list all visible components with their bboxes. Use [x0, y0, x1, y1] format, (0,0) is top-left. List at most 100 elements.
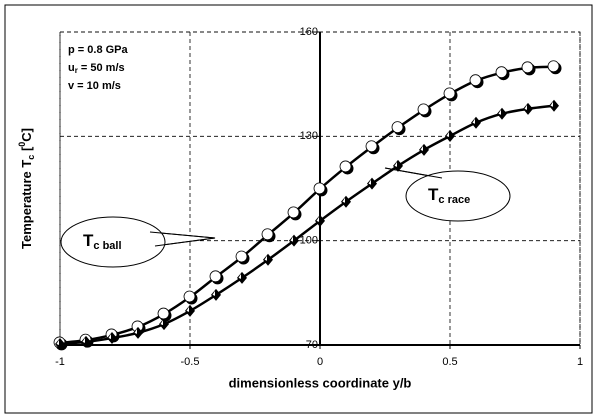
callout-bubble [384, 167, 443, 179]
marker-highlight [238, 273, 241, 279]
callout-bubble [60, 216, 166, 268]
data-point [133, 326, 143, 339]
marker-highlight [472, 118, 475, 124]
marker [419, 143, 429, 156]
data-point [183, 290, 198, 305]
data-point [315, 214, 325, 227]
marker-highlight [394, 161, 397, 167]
data-point [159, 318, 169, 331]
annotation-text: p [68, 44, 75, 56]
y-label-part: C] [19, 128, 34, 142]
marker-highlight [82, 337, 85, 343]
marker-highlight [160, 320, 163, 326]
y-axis-label: Temperature Tc [0C] [17, 128, 36, 249]
marker [289, 234, 299, 247]
data-point [157, 307, 172, 322]
data-point [339, 160, 354, 175]
data-point [417, 103, 432, 118]
marker [287, 206, 300, 219]
data-point [443, 87, 458, 102]
legend-label: Tc race [428, 185, 470, 205]
x-tick-label: 0.5 [442, 356, 457, 368]
marker-highlight [446, 131, 449, 137]
marker [497, 107, 507, 120]
data-point [289, 234, 299, 247]
legend-name: T [83, 231, 94, 250]
y-tick-label: 160 [300, 26, 318, 38]
marker [81, 335, 91, 348]
data-point [261, 228, 276, 243]
marker [211, 288, 221, 301]
annotation: v = 10 m/s [68, 80, 121, 92]
x-tick-label: 1 [577, 356, 583, 368]
x-axis-label: dimensionless coordinate y/b [229, 375, 412, 390]
legend-name: T [428, 185, 439, 204]
data-point [419, 143, 429, 156]
marker-highlight [108, 334, 111, 340]
data-point [81, 335, 91, 348]
callout-bubble [405, 170, 511, 222]
annotation-rest: = 10 m/s [74, 80, 121, 92]
y-label-part: [ [19, 146, 34, 155]
marker-highlight [56, 339, 59, 345]
x-tick-label: -1 [55, 356, 65, 368]
marker [445, 129, 455, 142]
data-point [211, 288, 221, 301]
data-point [471, 116, 481, 129]
data-point [185, 304, 195, 317]
data-point [263, 253, 273, 266]
marker [107, 332, 117, 345]
y-label-part: Temperature T [19, 160, 34, 249]
marker-highlight [498, 109, 501, 115]
marker [367, 177, 377, 190]
annotation-rest: = 50 m/s [78, 62, 125, 74]
marker-highlight [212, 290, 215, 296]
legend-sub: c race [438, 194, 470, 206]
marker [547, 60, 560, 73]
data-point [313, 182, 328, 197]
marker-highlight [368, 179, 371, 185]
marker [495, 66, 508, 79]
annotation-text: u [68, 62, 75, 74]
marker-highlight [524, 104, 527, 110]
y-tick-label: 100 [300, 235, 318, 247]
marker-highlight [550, 101, 553, 107]
data-point [521, 61, 536, 76]
data-point [497, 107, 507, 120]
marker [391, 121, 404, 134]
marker [237, 271, 247, 284]
y-label-part: 0 [17, 142, 27, 147]
marker [157, 307, 170, 320]
marker-highlight [342, 197, 345, 203]
marker [55, 337, 65, 350]
marker [341, 195, 351, 208]
data-point [235, 250, 250, 265]
marker [185, 304, 195, 317]
data-point [469, 74, 484, 89]
marker [339, 160, 352, 173]
marker [521, 61, 534, 74]
data-point [391, 121, 406, 136]
marker [261, 228, 274, 241]
marker [469, 74, 482, 87]
marker [471, 116, 481, 129]
marker-highlight [420, 145, 423, 151]
y-tick-label: 130 [300, 130, 318, 142]
data-point [547, 60, 562, 75]
marker-highlight [316, 216, 319, 222]
data-point [237, 271, 247, 284]
legend-label: Tc ball [83, 231, 122, 251]
data-point [393, 159, 403, 172]
data-point [365, 140, 380, 155]
data-point [55, 337, 65, 350]
annotation: p = 0.8 GPa [68, 44, 129, 56]
marker [235, 250, 248, 263]
data-point [549, 99, 559, 112]
data-point [523, 102, 533, 115]
marker [549, 99, 559, 112]
marker-highlight [264, 255, 267, 261]
marker [393, 159, 403, 172]
data-point [367, 177, 377, 190]
y-label-part: c [26, 155, 36, 160]
